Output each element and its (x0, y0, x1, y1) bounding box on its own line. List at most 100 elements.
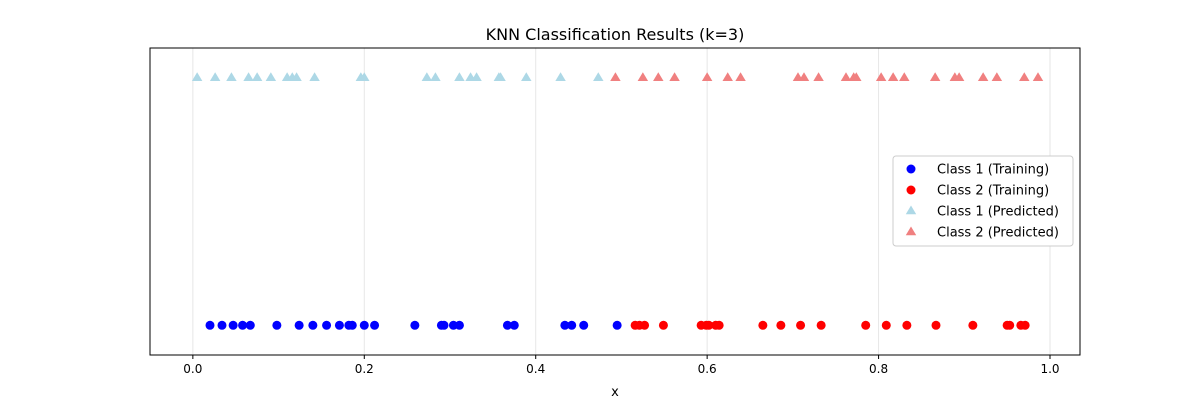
legend-label: Class 1 (Predicted) (937, 205, 1059, 220)
data-point-circle (714, 320, 724, 330)
data-point-triangle (735, 72, 746, 82)
data-point-circle (439, 320, 449, 330)
data-point-triangle (191, 72, 203, 82)
data-point-triangle (840, 72, 852, 82)
data-point-triangle (421, 72, 433, 82)
legend-marker (905, 205, 917, 215)
data-point-circle (968, 320, 978, 330)
data-point-triangle (875, 72, 887, 82)
data-point-triangle (991, 72, 1003, 82)
data-point-circle (502, 320, 512, 330)
x-tick-label: 0.2 (355, 362, 374, 376)
data-point-circle (658, 320, 668, 330)
data-point-triangle (813, 72, 824, 82)
data-point-triangle (471, 72, 482, 82)
data-point-circle (454, 320, 464, 330)
legend-label: Class 2 (Training) (937, 184, 1049, 199)
data-point-triangle (555, 72, 566, 82)
data-point-circle (776, 320, 786, 330)
series-4 (610, 72, 1044, 82)
x-axis-label: x (611, 385, 619, 400)
x-tick-label: 0.0 (183, 362, 202, 376)
chart-title: KNN Classification Results (k=3) (486, 25, 745, 44)
data-point-circle (567, 320, 577, 330)
data-point-circle (228, 320, 238, 330)
legend-marker (905, 226, 917, 236)
data-point-triangle (495, 72, 506, 82)
data-point-circle (796, 320, 806, 330)
data-point-circle (205, 320, 215, 330)
data-point-circle (410, 320, 420, 330)
data-point-circle (861, 320, 871, 330)
data-point-circle (359, 320, 369, 330)
series-1 (205, 320, 622, 330)
data-points (191, 72, 1044, 330)
data-point-circle (370, 320, 380, 330)
data-point-circle (238, 320, 248, 330)
data-point-triangle (454, 72, 465, 82)
legend: Class 1 (Training) Class 2 (Training) Clas… (892, 155, 1074, 247)
data-point-triangle (251, 72, 263, 82)
data-point-circle (612, 320, 622, 330)
legend-marker (906, 185, 916, 195)
legend-label: Class 1 (Training) (937, 163, 1049, 178)
data-point-circle (334, 320, 344, 330)
data-point-triangle (851, 72, 862, 82)
data-point-triangle (226, 72, 237, 82)
data-point-triangle (669, 72, 680, 82)
x-axis-ticks: 0.0 0.2 0.4 0.6 0.8 1.0 (183, 355, 1060, 376)
data-point-triangle (521, 72, 532, 82)
data-point-triangle (243, 72, 254, 82)
data-point-triangle (977, 72, 989, 82)
data-point-circle (881, 320, 891, 330)
data-point-triangle (610, 72, 621, 82)
data-point-circle (322, 320, 332, 330)
data-point-circle (816, 320, 826, 330)
data-point-circle (931, 320, 941, 330)
data-point-triangle (593, 72, 604, 82)
data-point-circle (560, 320, 570, 330)
data-point-triangle (929, 72, 941, 82)
data-point-triangle (953, 72, 965, 82)
data-point-circle (272, 320, 282, 330)
data-point-circle (217, 320, 227, 330)
data-point-triangle (637, 72, 649, 82)
series-2 (630, 320, 1030, 330)
data-point-triangle (653, 72, 664, 82)
data-point-triangle (722, 72, 733, 82)
series-3 (191, 72, 604, 82)
data-point-triangle (1032, 72, 1044, 82)
data-point-circle (347, 320, 357, 330)
data-point-triangle (359, 72, 370, 82)
plot-frame (149, 47, 1081, 356)
data-point-circle (579, 320, 589, 330)
data-point-circle (294, 320, 304, 330)
data-point-triangle (887, 72, 899, 82)
legend-box (892, 155, 1074, 247)
x-tick-label: 0.4 (526, 362, 545, 376)
data-point-triangle (209, 72, 221, 82)
legend-marker (906, 164, 916, 174)
data-point-circle (704, 320, 714, 330)
data-point-triangle (291, 72, 302, 82)
data-point-triangle (309, 72, 320, 82)
x-tick-label: 0.6 (698, 362, 717, 376)
data-point-circle (1005, 320, 1015, 330)
data-point-triangle (798, 72, 810, 82)
data-point-circle (509, 320, 519, 330)
data-point-triangle (265, 72, 277, 82)
data-point-triangle (701, 72, 713, 82)
x-tick-label: 0.8 (869, 362, 888, 376)
data-point-circle (758, 320, 768, 330)
legend-label: Class 2 (Predicted) (937, 226, 1059, 241)
data-point-triangle (899, 72, 910, 82)
data-point-triangle (430, 72, 441, 82)
data-point-circle (902, 320, 912, 330)
data-point-circle (640, 320, 650, 330)
data-point-circle (308, 320, 318, 330)
data-point-triangle (1019, 72, 1030, 82)
data-point-circle (245, 320, 255, 330)
data-point-circle (1020, 320, 1030, 330)
x-tick-label: 1.0 (1040, 362, 1059, 376)
